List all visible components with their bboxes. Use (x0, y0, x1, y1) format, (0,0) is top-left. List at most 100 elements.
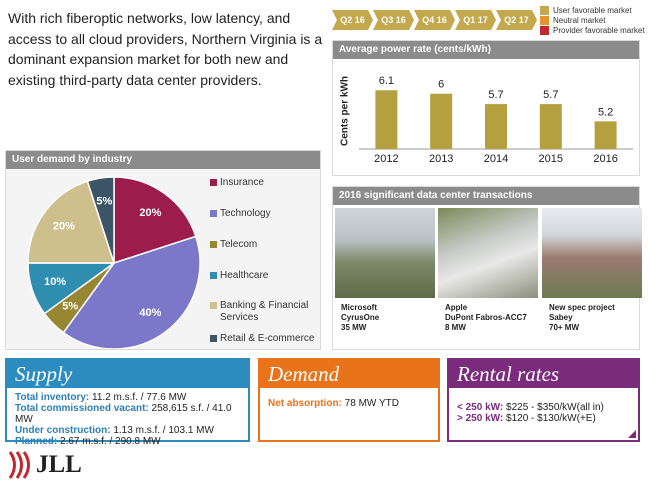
row-label: < 250 kW: (457, 402, 504, 413)
legend-entry: Telecom (210, 239, 320, 251)
data-label: 40% (139, 307, 161, 319)
bar (430, 93, 453, 149)
data-label: 6.1 (379, 75, 394, 87)
legend-label: Banking & Financial Services (220, 300, 309, 323)
legend-entry: Banking & Financial Services (210, 300, 320, 324)
x-tick-label: 2014 (484, 153, 508, 165)
row-value: 11.2 m.s.f. / 77.6 MW (92, 392, 187, 403)
corner-mark (628, 430, 636, 438)
power-panel: Average power rate (cents/kWh) Cents per… (332, 40, 640, 176)
x-tick-label: 2015 (539, 153, 563, 165)
x-tick-label: 2016 (593, 153, 617, 165)
pie-slice (27, 180, 116, 264)
info-row: Planned: 2.67 m.s.f. / 290.8 MW (15, 436, 240, 447)
data-label: 5.2 (598, 106, 613, 118)
demand-box: Demand Net absorption: 78 MW YTD (258, 358, 440, 442)
data-label: 20% (53, 221, 75, 233)
row-label: Net absorption: (268, 398, 342, 409)
pie-chart: 20% 40% 5% 10% 20% 5% (27, 176, 201, 350)
pie-slice (86, 176, 115, 264)
legend-swatch (210, 272, 217, 279)
pie-slice (113, 176, 197, 265)
legend-label: Healthcare (220, 270, 269, 281)
row-value: 2.67 m.s.f. / 290.8 MW (60, 436, 161, 447)
panel-header: 2016 significant data center transaction… (333, 187, 639, 205)
info-row: Total inventory: 11.2 m.s.f. / 77.6 MW (15, 392, 240, 403)
row-value: $120 - $130/kW(+E) (506, 413, 596, 424)
info-row: < 250 kW: $225 - $350/kW(all in) (457, 402, 630, 413)
market-legend: User favorable market Neutral market Provi… (540, 5, 645, 35)
legend-label: Telecom (220, 239, 258, 250)
legend-swatch (210, 335, 217, 342)
bar (485, 104, 507, 149)
caption: Microsoft CyrusOne 35 MW (341, 303, 379, 333)
timeline-label: Q2 17 (504, 15, 529, 25)
x-tick-label: 2013 (429, 153, 453, 165)
timeline-step (496, 10, 537, 30)
legend-entry: Provider favorable market (540, 25, 645, 35)
legend-label: Provider favorable market (553, 25, 645, 35)
timeline-step (455, 10, 496, 30)
rental-box: Rental rates < 250 kW: $225 - $350/kW(al… (447, 358, 640, 442)
supply-box: Supply Total inventory: 11.2 m.s.f. / 77… (5, 358, 250, 447)
panel-header: User demand by industry (6, 151, 320, 169)
data-label: 5.7 (488, 89, 503, 101)
legend-swatch (210, 179, 217, 186)
transactions-panel: 2016 significant data center transaction… (332, 186, 642, 350)
info-row: Total commissioned vacant: 258,615 s.f. … (15, 403, 240, 425)
row-label: Total commissioned vacant: (15, 403, 149, 414)
timeline-label: Q1 17 (463, 15, 488, 25)
caption: Apple DuPont Fabros-ACC7 8 MW (445, 303, 527, 333)
panel-header: Average power rate (cents/kWh) (333, 41, 639, 59)
legend-label: Insurance (220, 177, 264, 188)
row-label: Planned: (15, 436, 58, 447)
pie-panel: User demand by industry 20% 40% 5% 10% 20% 5%… (5, 150, 321, 350)
legend-label: Neutral market (553, 15, 606, 25)
bar (375, 90, 398, 149)
info-row: Under construction: 1.13 m.s.f. / 103.1 … (15, 425, 240, 436)
x-tick-label: 2012 (374, 153, 398, 165)
timeline-label: Q2 16 (340, 15, 365, 25)
caption-line: New spec project (549, 303, 615, 312)
legend-label: User favorable market (553, 5, 632, 15)
data-label: 5.7 (543, 89, 558, 101)
caption-line: 35 MW (341, 323, 367, 332)
timeline-step (414, 10, 455, 30)
data-label: 5% (96, 196, 112, 208)
caption-line: Microsoft (341, 303, 377, 312)
timeline-label: Q4 16 (422, 15, 447, 25)
bar (594, 121, 617, 149)
info-row: > 250 kW: $120 - $130/kW(+E) (457, 413, 630, 424)
timeline-step (332, 10, 373, 30)
intro-text: With rich fiberoptic networks, low laten… (8, 10, 323, 88)
data-label: 20% (139, 207, 161, 219)
legend-swatch (540, 15, 549, 25)
box-title: Supply (5, 358, 250, 388)
photo (542, 208, 642, 298)
legend-entry: Healthcare (210, 270, 320, 282)
caption-line: 8 MW (445, 323, 466, 332)
legend-label: Technology (220, 208, 271, 219)
legend-label: Retail & E-commerce (220, 333, 315, 344)
pie-slice (62, 235, 201, 350)
legend-entry: User favorable market (540, 5, 645, 15)
legend-swatch (540, 25, 549, 35)
photo (438, 208, 538, 298)
box-body: Total inventory: 11.2 m.s.f. / 77.6 MW To… (5, 388, 250, 447)
legend-entry: Insurance (210, 177, 320, 189)
bar (539, 104, 562, 149)
row-value: 1.13 m.s.f. / 103.1 MW (113, 425, 214, 436)
caption: New spec project Sabey 70+ MW (549, 303, 615, 333)
legend-swatch (210, 302, 217, 309)
legend-entry: Technology (210, 208, 320, 220)
data-label: 10% (44, 276, 66, 288)
logo-text: JLL (36, 451, 82, 478)
row-label: Under construction: (15, 425, 111, 436)
caption-line: 70+ MW (549, 323, 580, 332)
row-value: $225 - $350/kW(all in) (506, 402, 604, 413)
legend-entry: Retail & E-commerce (210, 333, 320, 345)
caption-line: Apple (445, 303, 468, 312)
legend-swatch (210, 210, 217, 217)
row-label: Total inventory: (15, 392, 90, 403)
